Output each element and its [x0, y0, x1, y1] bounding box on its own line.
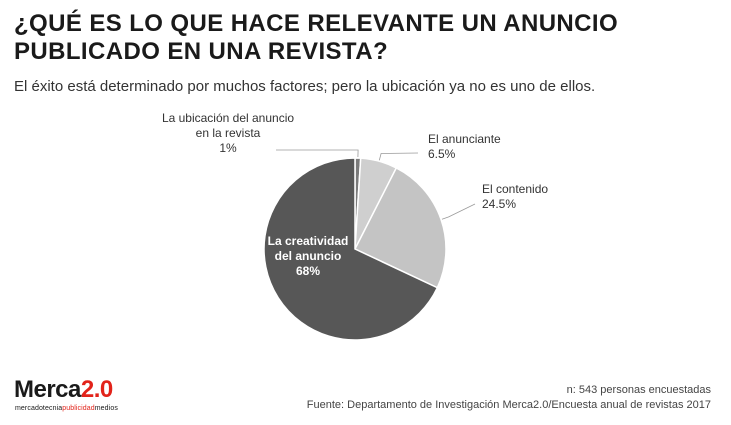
logo-wordmark: Merca2.0	[14, 377, 113, 403]
sample-size-note: n: 543 personas encuestadas	[566, 384, 711, 396]
logo-wordmark-version: 2.0	[80, 376, 113, 403]
logo-tagline-mercadotecnia: mercadotecnia	[15, 405, 63, 412]
logo-tagline: mercadotecniapublicidadmedios	[15, 404, 118, 413]
source-note: Fuente: Departamento de Investigación Me…	[306, 399, 711, 411]
slice-label-line: El contenido	[482, 182, 548, 196]
chart-subtitle: El éxito está determinado por muchos fac…	[14, 78, 596, 95]
slice-label-anunciante: El anunciante 6.5%	[428, 132, 501, 161]
logo-tagline-medios: medios	[94, 405, 118, 412]
pie-slice-contenido	[353, 166, 447, 289]
slice-label-contenido: El contenido 24.5%	[482, 182, 548, 211]
slice-value-creatividad: 68%	[296, 264, 320, 278]
leader-line-anunciante	[378, 152, 419, 161]
slice-label-line: El anunciante	[428, 132, 501, 146]
slice-label-ubicacion: La ubicación del anuncio en la revista 1%	[162, 111, 294, 155]
logo-tagline-publicidad: publicidad	[62, 405, 95, 412]
slice-label-line: La ubicación del anuncio	[162, 111, 294, 125]
pie-slice-creatividad	[263, 157, 439, 341]
slice-label-line: del anuncio	[275, 249, 342, 263]
slice-value-contenido: 24.5%	[482, 197, 516, 211]
chart-title-line-2: PUBLICADO EN UNA REVISTA?	[14, 38, 389, 65]
slice-value-ubicacion: 1%	[219, 141, 237, 155]
slice-value-anunciante: 6.5%	[428, 147, 456, 161]
leader-line-ubicacion	[276, 149, 359, 158]
slice-label-line: en la revista	[196, 126, 261, 140]
chart-title: ¿QUÉ ES LO QUE HACE RELEVANTE UN ANUNCIO…	[14, 10, 714, 66]
logo-wordmark-merca: Merca	[14, 376, 81, 403]
slice-label-line: La creatividad	[268, 234, 349, 248]
leader-line-contenido	[441, 203, 476, 220]
slice-label-creatividad: La creatividad del anuncio 68%	[268, 234, 349, 278]
chart-title-line-1: ¿QUÉ ES LO QUE HACE RELEVANTE UN ANUNCIO	[14, 10, 619, 37]
merca20-logo: Merca2.0 mercadotecniapublicidadmedios	[14, 377, 154, 417]
